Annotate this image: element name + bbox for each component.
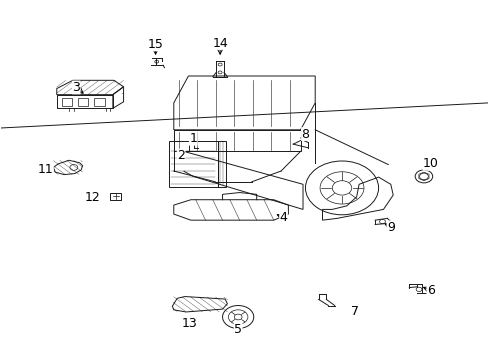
- Text: 1: 1: [189, 132, 197, 145]
- Bar: [78, 98, 88, 107]
- Text: 15: 15: [147, 38, 163, 51]
- Bar: [61, 98, 72, 107]
- Text: 7: 7: [350, 305, 358, 318]
- Text: 12: 12: [84, 191, 100, 204]
- Text: 6: 6: [426, 284, 434, 297]
- Bar: [110, 193, 121, 200]
- Bar: [168, 140, 217, 187]
- Text: 11: 11: [38, 163, 53, 176]
- Text: 9: 9: [386, 221, 394, 234]
- Text: 13: 13: [182, 317, 197, 330]
- Text: 8: 8: [301, 127, 309, 141]
- Bar: [217, 140, 226, 187]
- Text: 2: 2: [177, 149, 184, 162]
- Text: 14: 14: [212, 36, 227, 50]
- Text: 5: 5: [234, 323, 242, 336]
- Text: 10: 10: [422, 157, 438, 170]
- Bar: [94, 98, 105, 107]
- Text: 3: 3: [72, 81, 80, 94]
- Text: 4: 4: [279, 211, 287, 224]
